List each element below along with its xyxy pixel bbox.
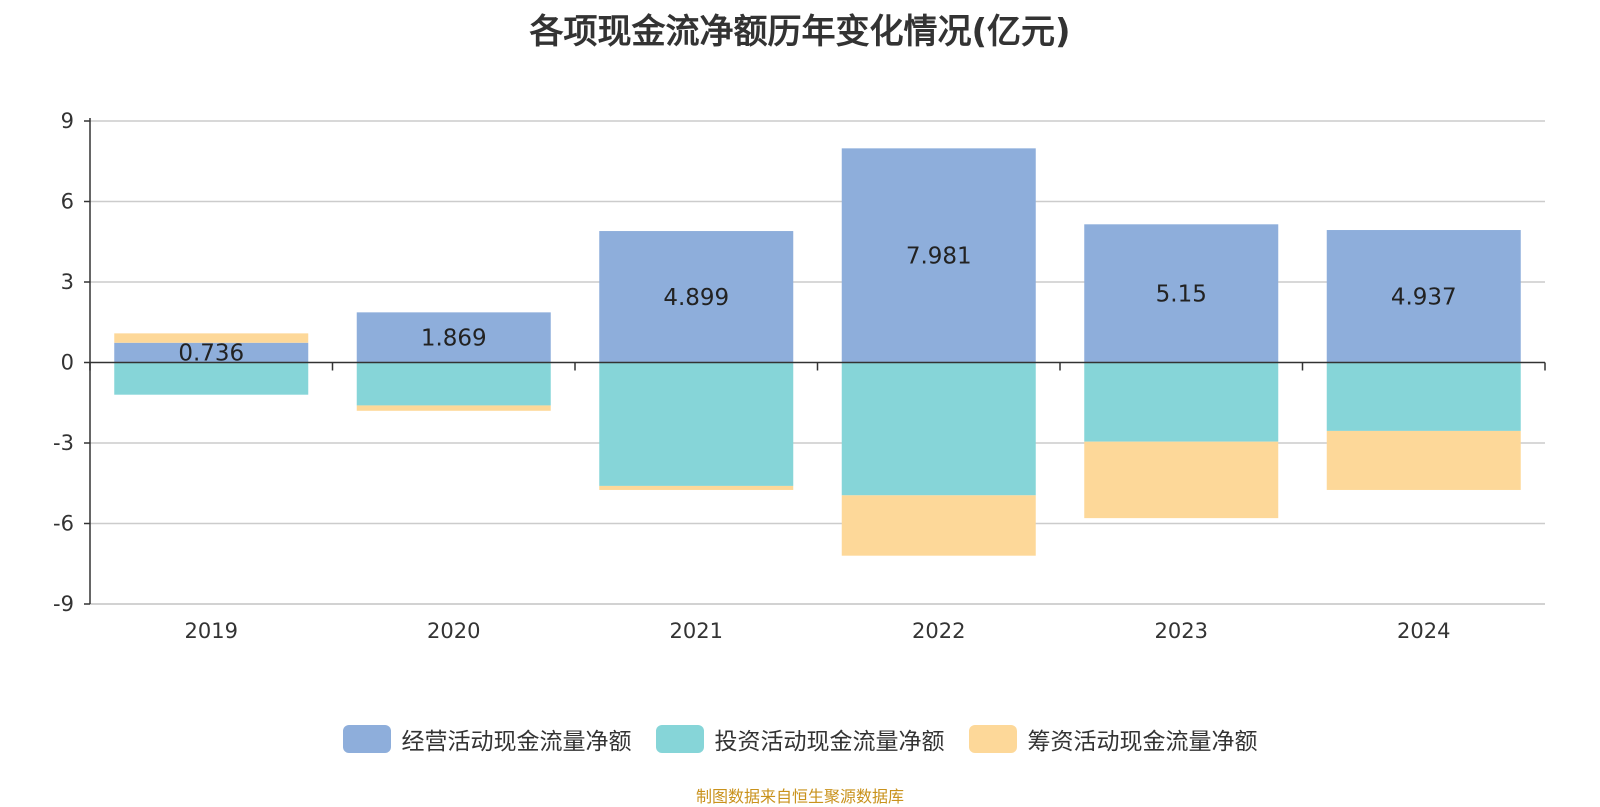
y-tick-label: 9 [61, 109, 74, 133]
bar-financing-2021[interactable] [599, 485, 794, 490]
x-tick-label-2023: 2023 [1155, 619, 1208, 643]
bar-investing-2019[interactable] [114, 362, 309, 395]
bar-operating-2023[interactable] [1084, 224, 1279, 363]
x-tick-label-2019: 2019 [185, 619, 238, 643]
axes: 9 6 3 0 -3 -6 -9 2019 2020 2021 2022 2023 2024 [53, 109, 1546, 643]
x-tick-label-2024: 2024 [1397, 619, 1450, 643]
legend-label-investing: 投资活动现金流量净额 [714, 729, 945, 755]
data-label-2021: 4.899 [663, 285, 729, 311]
y-tick-label: -6 [53, 512, 74, 536]
bars [114, 148, 1521, 556]
x-tick-label-2021: 2021 [670, 619, 723, 643]
data-label-2023: 5.15 [1156, 281, 1207, 307]
data-label-2020: 1.869 [421, 325, 487, 351]
legend-item-financing[interactable]: 筹资活动现金流量净额 [968, 722, 1258, 756]
legend-label-operating: 经营活动现金流量净额 [401, 729, 632, 755]
legend-swatch-operating [342, 725, 391, 753]
legend-swatch-investing [655, 725, 704, 753]
y-tick-label: 3 [61, 270, 74, 294]
legend-swatch-financing [968, 725, 1017, 753]
data-label-2024: 4.937 [1391, 284, 1457, 310]
y-tick-label: 0 [61, 351, 74, 375]
bar-investing-2020[interactable] [356, 362, 551, 406]
x-tick-label-2020: 2020 [427, 619, 480, 643]
legend-item-investing[interactable]: 投资活动现金流量净额 [655, 722, 945, 756]
bar-operating-2019[interactable] [114, 342, 309, 363]
bar-financing-2020[interactable] [356, 405, 551, 411]
bar-investing-2024[interactable] [1326, 362, 1521, 431]
data-labels: 0.736 1.869 4.899 7.981 5.15 4.937 [178, 243, 1456, 366]
y-tick-label: 6 [61, 190, 74, 214]
data-label-2019: 0.736 [178, 341, 244, 367]
y-tick-label: -9 [53, 592, 74, 616]
bar-financing-2022[interactable] [841, 495, 1036, 556]
bar-operating-2020[interactable] [356, 312, 551, 363]
legend: 经营活动现金流量净额 投资活动现金流量净额 筹资活动现金流量净额 [0, 722, 1600, 756]
bar-investing-2023[interactable] [1084, 362, 1279, 442]
bar-investing-2021[interactable] [599, 362, 794, 486]
y-tick-label: -3 [53, 431, 74, 455]
gridlines [90, 120, 1545, 605]
bar-investing-2022[interactable] [841, 362, 1036, 496]
data-label-2022: 7.981 [906, 243, 972, 269]
bar-financing-2019[interactable] [114, 333, 309, 343]
bar-operating-2021[interactable] [599, 231, 794, 363]
x-tick-label-2022: 2022 [912, 619, 965, 643]
legend-item-operating[interactable]: 经营活动现金流量净额 [342, 722, 632, 756]
chart-title: 各项现金流净额历年变化情况(亿元) [529, 12, 1071, 52]
bar-financing-2023[interactable] [1084, 441, 1279, 519]
source-note: 制图数据来自恒生聚源数据库 [695, 787, 904, 806]
bar-operating-2022[interactable] [841, 148, 1036, 363]
bar-operating-2024[interactable] [1326, 230, 1521, 363]
bar-financing-2024[interactable] [1326, 430, 1521, 490]
legend-label-financing: 筹资活动现金流量净额 [1027, 729, 1258, 755]
bar-chart: 9 6 3 0 -3 -6 -9 2019 2020 2021 2022 2023 2024 0.736… [53, 109, 1546, 643]
